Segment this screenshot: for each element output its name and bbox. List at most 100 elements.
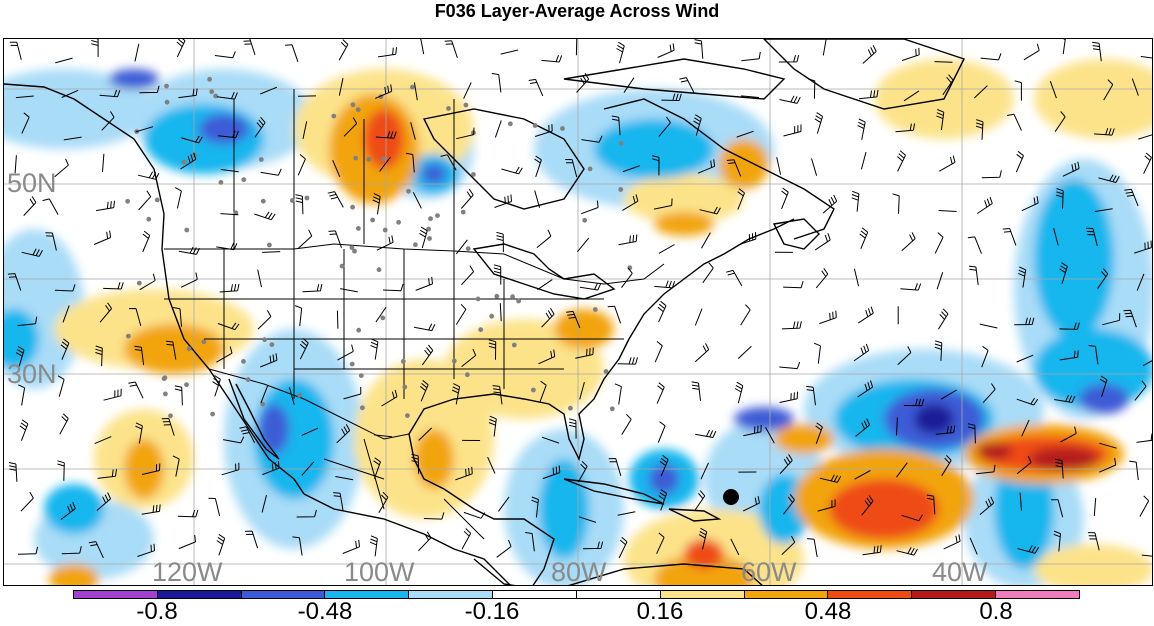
wind-barb (622, 414, 632, 434)
wind-barb (741, 305, 751, 326)
wind-barb (20, 420, 28, 441)
wind-barb (462, 529, 471, 550)
station-dot (604, 369, 609, 374)
anomaly-region (539, 459, 589, 559)
wind-barb (1129, 461, 1138, 480)
station-dot (350, 245, 355, 250)
station-dot (427, 236, 432, 241)
wind-barb (861, 152, 866, 169)
wind-barb (104, 389, 122, 400)
wind-barb (497, 540, 511, 557)
station-dot (428, 216, 433, 221)
station-dot (350, 205, 355, 210)
wind-barb (780, 392, 798, 403)
anomaly-region (414, 429, 454, 489)
wind-barb (854, 269, 858, 287)
wind-barb (938, 309, 948, 329)
wind-barb (852, 191, 859, 211)
chart-title: F036 Layer-Average Across Wind (0, 0, 1154, 22)
wind-barb (816, 268, 828, 288)
wind-barb (177, 39, 185, 57)
wind-barb (258, 310, 271, 329)
station-dot (610, 406, 615, 411)
wind-barb (968, 237, 982, 254)
station-dot (262, 337, 267, 342)
station-dot (241, 177, 246, 182)
station-dot (356, 226, 361, 231)
wind-barb (501, 50, 518, 54)
station-dot (464, 103, 469, 108)
wind-barb (1092, 42, 1101, 61)
wind-barb (659, 245, 675, 254)
station-dot (452, 359, 457, 364)
wind-barb (58, 376, 64, 397)
wind-barb (60, 414, 69, 435)
wind-barb (577, 238, 588, 252)
wind-barb (208, 498, 219, 516)
wind-barb (969, 266, 978, 285)
station-dot (377, 267, 382, 272)
anomaly-region (1034, 179, 1114, 339)
wind-barb (179, 535, 196, 549)
station-dot (182, 160, 187, 165)
wind-barb (55, 159, 69, 177)
wind-barb (178, 510, 198, 517)
wind-barb (1138, 134, 1153, 139)
station-dot (351, 102, 356, 107)
wind-barb (812, 158, 817, 175)
wind-barb (285, 45, 298, 62)
wind-barb (295, 306, 302, 327)
station-dot (340, 264, 345, 269)
wind-barb (378, 47, 397, 57)
wind-barb (658, 422, 665, 443)
wind-barb (935, 233, 943, 254)
station-dot (164, 84, 169, 89)
station-dot (290, 198, 295, 203)
station-dot (405, 413, 410, 418)
lon-label-120w: 120W (152, 558, 223, 586)
wind-barb (1059, 39, 1066, 54)
wind-barb (464, 82, 472, 98)
storm-center-marker (723, 489, 739, 505)
anomaly-region (654, 212, 714, 236)
station-dot (261, 199, 266, 204)
wind-barb (980, 324, 998, 328)
wind-barb (220, 284, 239, 292)
wind-barb (858, 119, 866, 140)
lon-label-60w: 60W (741, 558, 797, 586)
wind-barb (329, 231, 342, 248)
wind-barb (328, 192, 344, 208)
station-dot (568, 406, 573, 411)
wind-barb (1137, 433, 1154, 442)
station-dot (593, 307, 598, 312)
wind-barb (139, 191, 151, 210)
wind-barb (340, 289, 358, 292)
wind-barb (461, 266, 473, 285)
station-dot (510, 294, 515, 299)
station-dot (402, 385, 407, 390)
wind-barb (658, 43, 675, 57)
station-dot (267, 243, 272, 248)
station-dot (210, 412, 215, 417)
wind-barb (18, 547, 38, 554)
wind-barb (695, 40, 703, 59)
wind-barb (501, 167, 522, 174)
station-dot (163, 392, 168, 397)
wind-barb (777, 157, 781, 175)
station-dot (162, 376, 167, 381)
station-dot (155, 198, 160, 203)
station-dot (618, 187, 623, 192)
wind-barb (617, 42, 625, 63)
station-dot (219, 180, 224, 185)
wind-barb (779, 362, 799, 369)
wind-barb (977, 197, 992, 214)
anomaly-region (774, 424, 834, 454)
station-dot (331, 114, 336, 119)
station-dot (350, 362, 355, 367)
wind-barb (863, 45, 876, 63)
wind-barb (24, 197, 36, 216)
station-dot (471, 172, 476, 177)
wind-barb (654, 281, 674, 288)
wind-barb (495, 195, 512, 208)
station-dot (476, 297, 481, 302)
